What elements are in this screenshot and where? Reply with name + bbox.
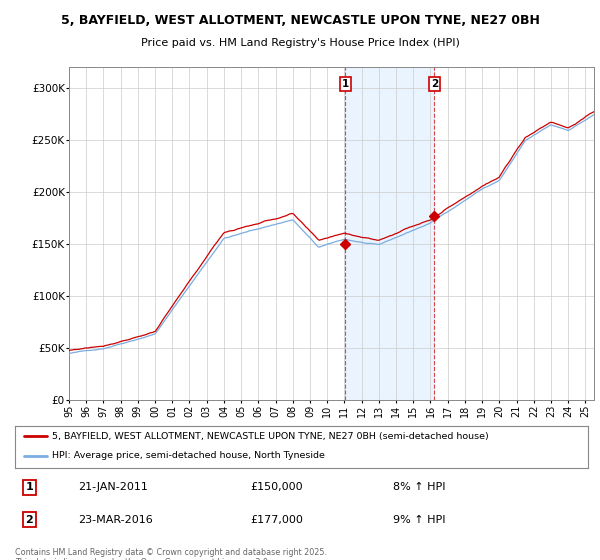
Text: Contains HM Land Registry data © Crown copyright and database right 2025.
This d: Contains HM Land Registry data © Crown c… (15, 548, 327, 560)
Text: 2: 2 (25, 515, 33, 525)
Text: 23-MAR-2016: 23-MAR-2016 (78, 515, 153, 525)
Text: 1: 1 (25, 482, 33, 492)
Text: 21-JAN-2011: 21-JAN-2011 (78, 482, 148, 492)
Text: HPI: Average price, semi-detached house, North Tyneside: HPI: Average price, semi-detached house,… (52, 451, 325, 460)
Text: Price paid vs. HM Land Registry's House Price Index (HPI): Price paid vs. HM Land Registry's House … (140, 38, 460, 48)
Text: 5, BAYFIELD, WEST ALLOTMENT, NEWCASTLE UPON TYNE, NE27 0BH: 5, BAYFIELD, WEST ALLOTMENT, NEWCASTLE U… (61, 14, 539, 27)
Bar (345, 67, 434, 400)
Text: 9% ↑ HPI: 9% ↑ HPI (393, 515, 446, 525)
Text: 2: 2 (431, 79, 438, 89)
Text: 1: 1 (341, 79, 349, 89)
Text: 5, BAYFIELD, WEST ALLOTMENT, NEWCASTLE UPON TYNE, NE27 0BH (semi-detached house): 5, BAYFIELD, WEST ALLOTMENT, NEWCASTLE U… (52, 432, 489, 441)
Text: £177,000: £177,000 (250, 515, 303, 525)
Text: £150,000: £150,000 (250, 482, 302, 492)
Text: 8% ↑ HPI: 8% ↑ HPI (393, 482, 446, 492)
